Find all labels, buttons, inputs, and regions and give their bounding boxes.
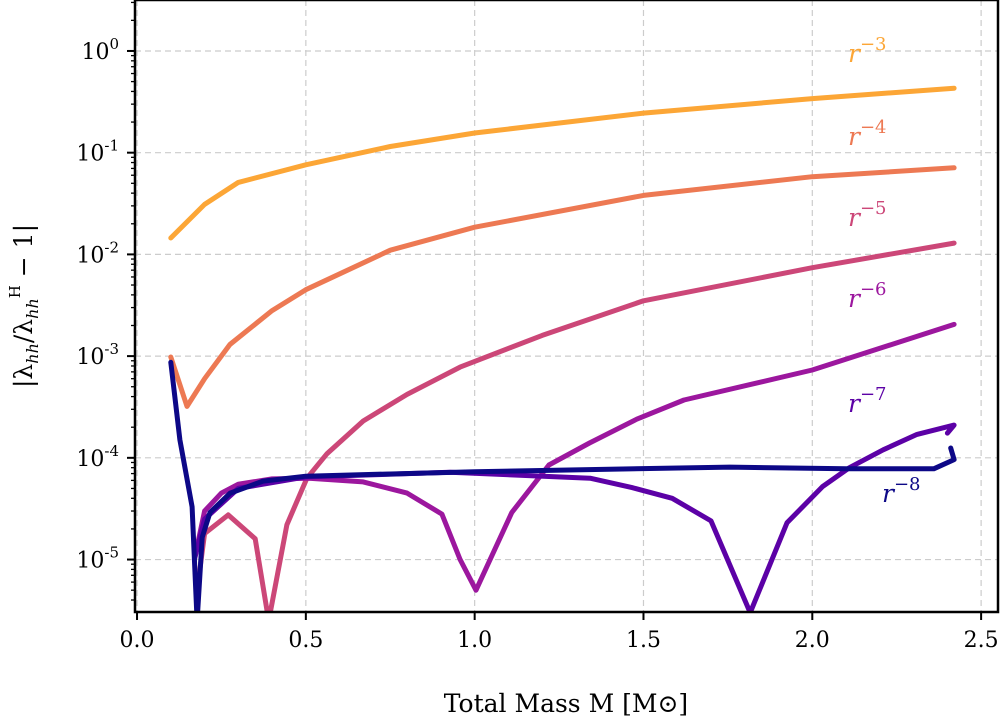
- series-label-r^-5: r−5: [848, 198, 887, 232]
- x-tick-label: 0.5: [288, 628, 323, 653]
- grid-lines: [135, 0, 998, 612]
- y-tick-label: 10-1: [76, 137, 119, 167]
- x-tick-label: 1.0: [457, 628, 492, 653]
- series-label-r^-7: r−7: [848, 384, 887, 418]
- series-label-r^-4: r−4: [848, 117, 887, 151]
- x-tick-label: 2.0: [795, 628, 830, 653]
- y-axis-label: |λhh/λhhH − 1|: [6, 224, 42, 388]
- series-labels: r−3 r−4 r−5 r−6 r−7 r−8: [848, 34, 921, 508]
- axis-ticks: 0.0 0.5 1.0 1.5 2.0 2.5 10-5 10-4 10-3 10-2 10-1 10…: [76, 1, 999, 653]
- series-line-r^-6: [191, 321, 957, 593]
- series-label-r^-3: r−3: [848, 34, 887, 68]
- y-tick-label: 10-4: [76, 442, 119, 472]
- series-line-r^-4: [168, 165, 957, 409]
- x-tick-label: 1.5: [626, 628, 661, 653]
- y-tick-label: 10-2: [76, 238, 119, 268]
- x-axis-label: Total Mass M [M⊙]: [444, 689, 688, 718]
- x-tick-label: 2.5: [964, 628, 999, 653]
- series-label-r^-8: r−8: [882, 474, 921, 508]
- y-tick-label: 10-3: [76, 340, 119, 370]
- series-lines: [168, 85, 957, 612]
- x-tick-label: 0.0: [120, 628, 155, 653]
- y-tick-label: 100: [81, 35, 119, 65]
- series-line-r^-3: [168, 85, 957, 241]
- series-line-r^-8: [168, 359, 957, 612]
- plot-frame: [133, 0, 1000, 614]
- svg-text:|λhh/λhhH − 1|: |λhh/λhhH − 1|: [6, 224, 42, 388]
- series-line-r^-5: [194, 240, 957, 612]
- series-label-r^-6: r−6: [848, 279, 887, 313]
- y-tick-label: 10-5: [76, 544, 119, 574]
